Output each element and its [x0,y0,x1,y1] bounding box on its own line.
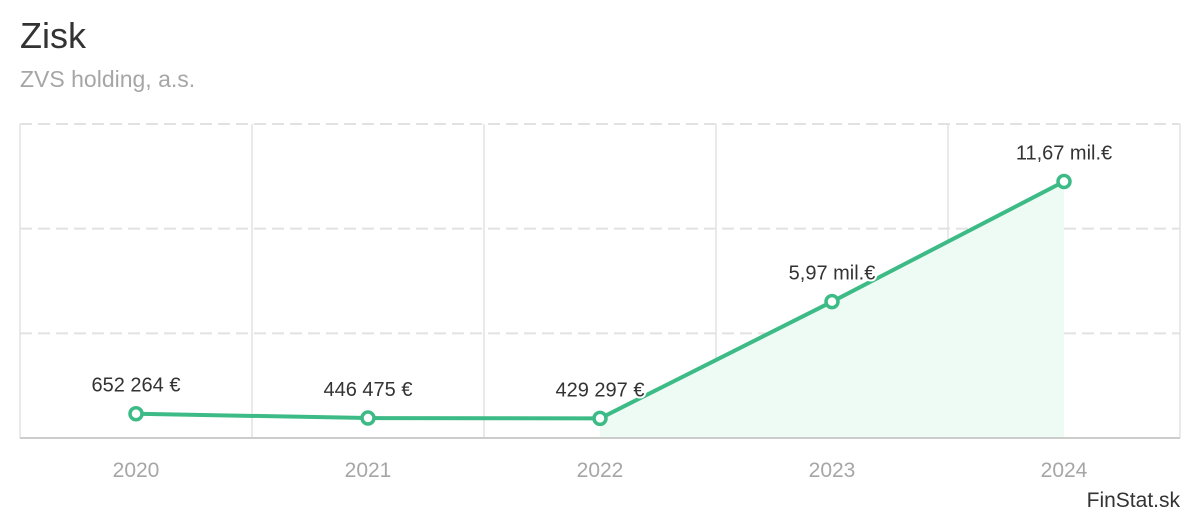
x-tick-label-2023: 2023 [809,459,856,482]
data-label-2021: 446 475 € [324,379,413,401]
data-point-2024[interactable] [1056,173,1072,190]
x-tick-label-2021: 2021 [345,459,392,482]
grid-layer [19,123,1181,438]
data-label-2023: 5,97 mil.€ [789,263,876,285]
data-point-2021[interactable] [360,410,376,426]
data-label-2024: 11,67 mil.€ [1016,143,1112,165]
area-layer [600,181,1064,438]
data-point-2022[interactable] [592,410,608,427]
chart-title: Zisk [20,15,86,56]
x-tick-label-2022: 2022 [577,459,624,482]
data-point-2023[interactable] [824,293,840,310]
x-tick-label-2020: 2020 [113,459,160,482]
x-tick-label-2024: 2024 [1041,459,1088,482]
series-area [600,181,1064,438]
data-label-2022: 429 297 € [556,379,645,401]
source-credit[interactable]: FinStat.sk [1086,489,1180,512]
axis-layer: 2020 2021 2022 2023 2024 [20,437,1180,482]
data-label-2020: 652 264 € [92,375,181,397]
point-layer [128,173,1072,427]
data-point-2020[interactable] [128,405,144,422]
chart-subtitle: ZVS holding, a.s. [20,66,196,92]
label-layer: 652 264 € 446 475 € 429 297 € 5,97 mil.€ 11,… [90,141,1115,404]
